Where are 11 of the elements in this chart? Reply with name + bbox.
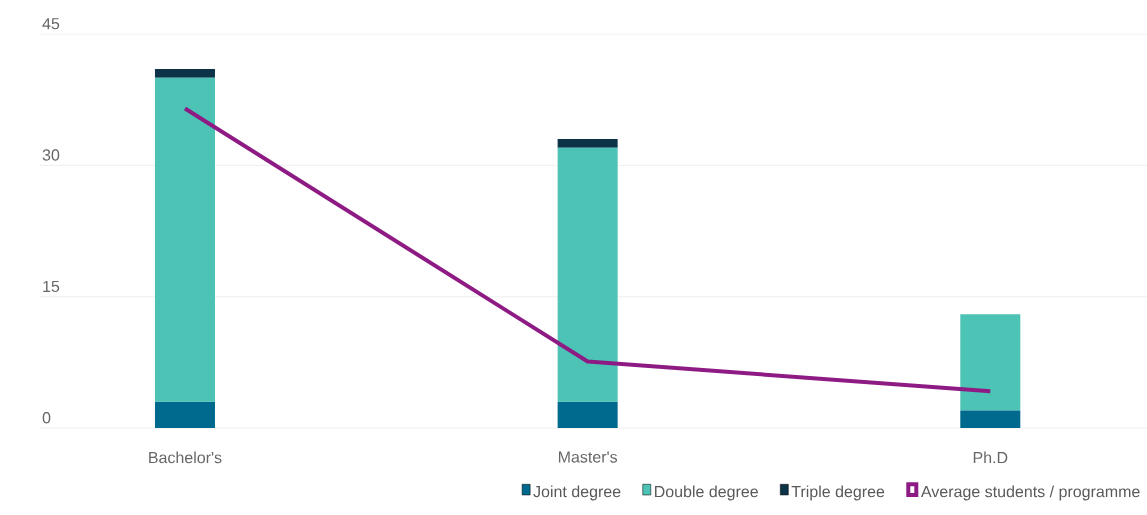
legend-label: Joint degree (533, 485, 621, 501)
y-tick-label: 15 (43, 280, 60, 293)
x-tick-label: Bachelor's (149, 451, 222, 464)
y-tick-label: 0 (42, 412, 51, 424)
x-tick-label: Ph.D (973, 451, 1008, 464)
legend-label: Triple degree (791, 485, 885, 501)
legend-label: Average students / programme (920, 485, 1140, 501)
y-tick-label: 30 (42, 149, 60, 161)
y-tick-label: 45 (42, 18, 60, 30)
x-tick-label: Master's (558, 451, 618, 463)
legend-label: Double degree (655, 485, 758, 501)
